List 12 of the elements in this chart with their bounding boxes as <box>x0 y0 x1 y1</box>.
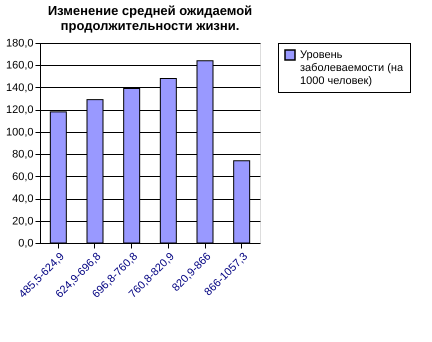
y-tick-label: 180,0 <box>6 38 34 50</box>
y-tick-label: 40,0 <box>12 193 34 206</box>
y-tick-label: 0,0 <box>18 238 34 250</box>
y-tick-label: 160,0 <box>6 60 34 72</box>
y-tick-label: 60,0 <box>12 170 34 183</box>
y-tick-label: 100,0 <box>6 126 34 138</box>
y-tick-label: 80,0 <box>12 148 34 161</box>
chart-title: Изменение средней ожидаемой продолжительности жизни. <box>48 3 252 33</box>
legend-label: Уровень заболеваемости (на 1000 человек) <box>300 49 404 87</box>
y-tick-label: 20,0 <box>12 215 34 228</box>
y-tick-label: 140,0 <box>6 82 34 94</box>
y-tick-label: 120,0 <box>6 104 34 116</box>
